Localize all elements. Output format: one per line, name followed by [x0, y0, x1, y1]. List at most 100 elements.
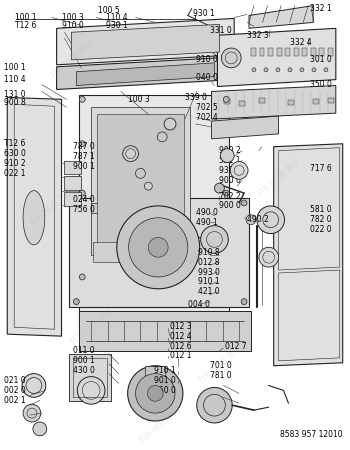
Polygon shape: [7, 97, 62, 336]
Text: 717 6: 717 6: [310, 164, 332, 173]
Text: 930 1: 930 1: [193, 9, 215, 18]
Text: FIX-HUB.RU: FIX-HUB.RU: [197, 346, 242, 386]
Text: 002 1: 002 1: [4, 396, 26, 405]
Text: 900 0: 900 0: [219, 202, 241, 211]
Text: 910 1: 910 1: [198, 277, 219, 286]
Circle shape: [197, 387, 232, 423]
Circle shape: [241, 200, 247, 206]
Text: 012 7: 012 7: [225, 342, 247, 351]
Text: 900 8: 900 8: [4, 98, 26, 107]
Circle shape: [79, 141, 85, 147]
Text: FIX-HUB.RU: FIX-HUB.RU: [138, 405, 183, 445]
Text: 910 1: 910 1: [154, 366, 176, 375]
Text: 332 4: 332 4: [290, 38, 312, 47]
Circle shape: [324, 68, 328, 72]
Circle shape: [164, 118, 176, 130]
Text: 021 0: 021 0: [4, 376, 26, 385]
Circle shape: [241, 299, 247, 305]
Bar: [302, 48, 307, 56]
Bar: [93, 243, 128, 262]
Text: 012 3: 012 3: [170, 322, 192, 331]
Circle shape: [259, 248, 279, 267]
Text: 012 1: 012 1: [170, 351, 191, 360]
Polygon shape: [91, 203, 135, 213]
Text: 900 1: 900 1: [74, 162, 95, 171]
Polygon shape: [57, 57, 234, 90]
Bar: [319, 48, 324, 56]
Text: 012 6: 012 6: [170, 342, 192, 351]
Text: 100 5: 100 5: [98, 6, 120, 15]
Circle shape: [79, 190, 85, 196]
Bar: [288, 100, 294, 105]
Circle shape: [74, 299, 79, 305]
Text: 910 8: 910 8: [198, 248, 219, 257]
Text: 110 4: 110 4: [106, 13, 127, 22]
Circle shape: [252, 68, 256, 72]
Circle shape: [22, 374, 46, 397]
Text: 301 0: 301 0: [310, 55, 332, 64]
Circle shape: [147, 386, 163, 401]
Text: FIX-HUB.RU: FIX-HUB.RU: [162, 99, 208, 139]
Text: FIX-HUB.RU: FIX-HUB.RU: [69, 306, 114, 346]
Polygon shape: [79, 311, 251, 351]
Circle shape: [79, 274, 85, 280]
Polygon shape: [79, 95, 229, 331]
Polygon shape: [274, 144, 343, 366]
Text: 993 0: 993 0: [198, 267, 219, 276]
Text: FIX-HUB.RU: FIX-HUB.RU: [29, 188, 74, 228]
Text: 630 0: 630 0: [4, 149, 26, 158]
Text: 787 0: 787 0: [74, 142, 95, 151]
Circle shape: [145, 182, 152, 190]
Text: 702 5: 702 5: [196, 103, 217, 112]
Text: 100 3: 100 3: [128, 95, 149, 104]
Text: 110 4: 110 4: [4, 75, 26, 84]
Circle shape: [264, 68, 268, 72]
Bar: [259, 99, 265, 104]
Circle shape: [117, 206, 200, 289]
Circle shape: [220, 148, 234, 162]
Text: 100 1: 100 1: [4, 63, 26, 72]
Text: 131 0: 131 0: [4, 90, 26, 99]
Circle shape: [33, 422, 47, 436]
Polygon shape: [71, 24, 219, 60]
Circle shape: [129, 218, 188, 277]
Text: 900 1: 900 1: [74, 356, 95, 365]
Circle shape: [276, 68, 280, 72]
Text: 011 0: 011 0: [74, 346, 95, 356]
Circle shape: [77, 377, 105, 404]
Circle shape: [230, 162, 248, 179]
Bar: [259, 48, 265, 56]
Bar: [224, 99, 230, 104]
Circle shape: [23, 404, 41, 422]
Circle shape: [74, 200, 79, 206]
Bar: [91, 107, 190, 255]
Text: 430 0: 430 0: [74, 366, 95, 375]
Bar: [251, 48, 256, 56]
Bar: [268, 48, 273, 56]
Text: 701 0: 701 0: [210, 361, 231, 370]
Text: 350 0: 350 0: [310, 80, 332, 89]
Circle shape: [201, 225, 228, 253]
Text: 332 3: 332 3: [247, 31, 269, 40]
Text: 490 0: 490 0: [196, 208, 218, 217]
Circle shape: [221, 48, 241, 68]
Circle shape: [288, 68, 292, 72]
Text: 702 4: 702 4: [196, 112, 217, 122]
Text: 760 0: 760 0: [154, 386, 176, 395]
Circle shape: [300, 68, 304, 72]
Circle shape: [246, 215, 256, 225]
Text: 910 2: 910 2: [4, 159, 26, 168]
Text: 521 1: 521 1: [219, 156, 241, 165]
Ellipse shape: [23, 191, 45, 245]
Text: 004 0: 004 0: [188, 300, 210, 309]
Bar: [63, 192, 81, 206]
Polygon shape: [211, 86, 336, 119]
Bar: [69, 354, 111, 401]
Bar: [294, 48, 299, 56]
Text: 782 0: 782 0: [310, 215, 332, 224]
Bar: [63, 161, 81, 174]
Text: T12 6: T12 6: [15, 21, 36, 30]
Polygon shape: [76, 63, 215, 86]
Circle shape: [223, 96, 229, 102]
Text: 781 0: 781 0: [210, 371, 231, 380]
